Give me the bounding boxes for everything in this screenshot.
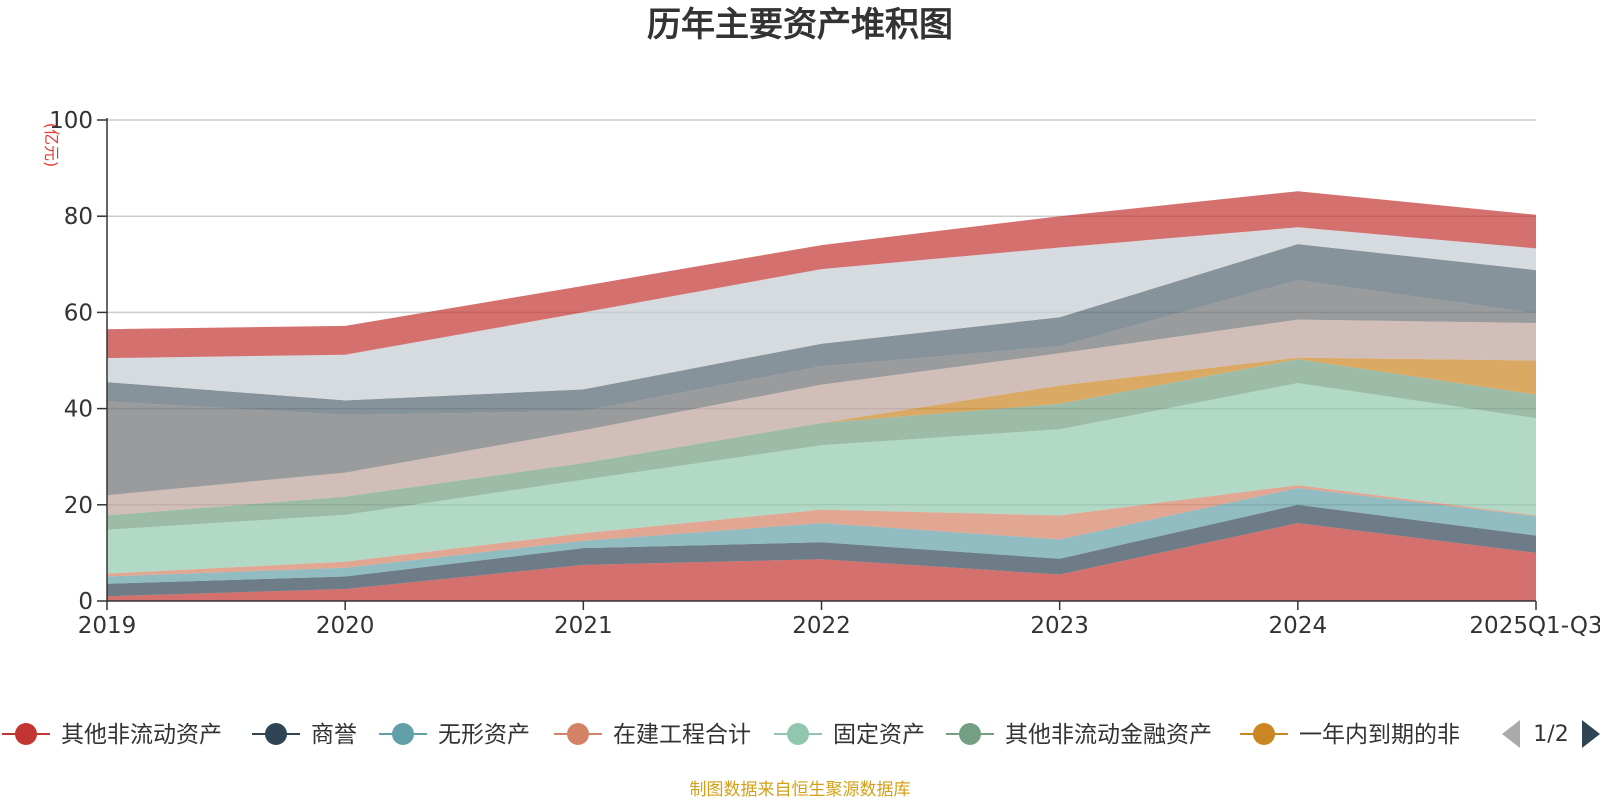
y-tick-label: 20 (64, 493, 93, 519)
legend-item-label[interactable]: 无形资产 (438, 722, 530, 748)
legend-marker (15, 723, 37, 745)
legend-next-arrow-icon[interactable] (1582, 720, 1600, 748)
legend-page-indicator: 1/2 (1533, 722, 1568, 747)
area-series-5 (107, 383, 1536, 574)
legend-item-label[interactable]: 其他非流动金融资产 (1005, 722, 1212, 748)
legend-marker (567, 723, 589, 745)
y-tick-label: 60 (64, 300, 93, 326)
y-tick-label: 0 (78, 589, 93, 615)
area-series-10 (107, 244, 1536, 415)
legend-item-label[interactable]: 商誉 (311, 722, 357, 748)
x-tick-label: 2025Q1-Q3 (1469, 613, 1600, 639)
tick-labels: 0 20 40 60 80 100 2019 2020 2021 2022 2023 2024 2025… (49, 108, 1600, 639)
chart-title: 历年主要资产堆积图 (647, 5, 953, 45)
area-series-11 (107, 227, 1536, 401)
legend-marker (959, 723, 981, 745)
stacked-areas (107, 191, 1536, 601)
legend-pager: 1/2 (1502, 720, 1600, 748)
x-tick-label: 2019 (78, 613, 137, 639)
y-axis-unit-label: (亿元) (42, 123, 61, 168)
legend-marker (787, 723, 809, 745)
legend-marker (1253, 723, 1275, 745)
legend-marker (265, 723, 287, 745)
area-series-8 (107, 319, 1536, 516)
legend-prev-arrow-icon[interactable] (1502, 720, 1520, 748)
legend-item-label[interactable]: 一年内到期的非 (1299, 722, 1460, 748)
y-tick-label: 100 (49, 108, 93, 134)
x-tick-label: 2020 (316, 613, 375, 639)
legend-marker (392, 723, 414, 745)
x-tick-label: 2023 (1030, 613, 1089, 639)
x-tick-label: 2022 (792, 613, 851, 639)
area-series-6 (107, 359, 1536, 530)
legend-item-label[interactable]: 固定资产 (833, 722, 925, 748)
area-series-1 (107, 523, 1536, 601)
legend: 其他非流动资产 商誉 无形资产 在建工程合计 固定资产 其他非流动金融资产 一年内到期的非 (2, 722, 1460, 748)
area-series-3 (107, 488, 1536, 584)
area-series-9 (107, 280, 1536, 496)
area-series-2 (107, 504, 1536, 597)
legend-item-label[interactable]: 在建工程合计 (613, 722, 751, 748)
y-tick-label: 80 (64, 204, 93, 230)
y-tick-label: 40 (64, 397, 93, 423)
x-tick-label: 2024 (1269, 613, 1328, 639)
x-tick-label: 2021 (554, 613, 613, 639)
area-series-12 (107, 191, 1536, 359)
area-series-4 (107, 485, 1536, 577)
legend-item-label[interactable]: 其他非流动资产 (61, 722, 222, 748)
data-source-note: 制图数据来自恒生聚源数据库 (690, 780, 911, 800)
